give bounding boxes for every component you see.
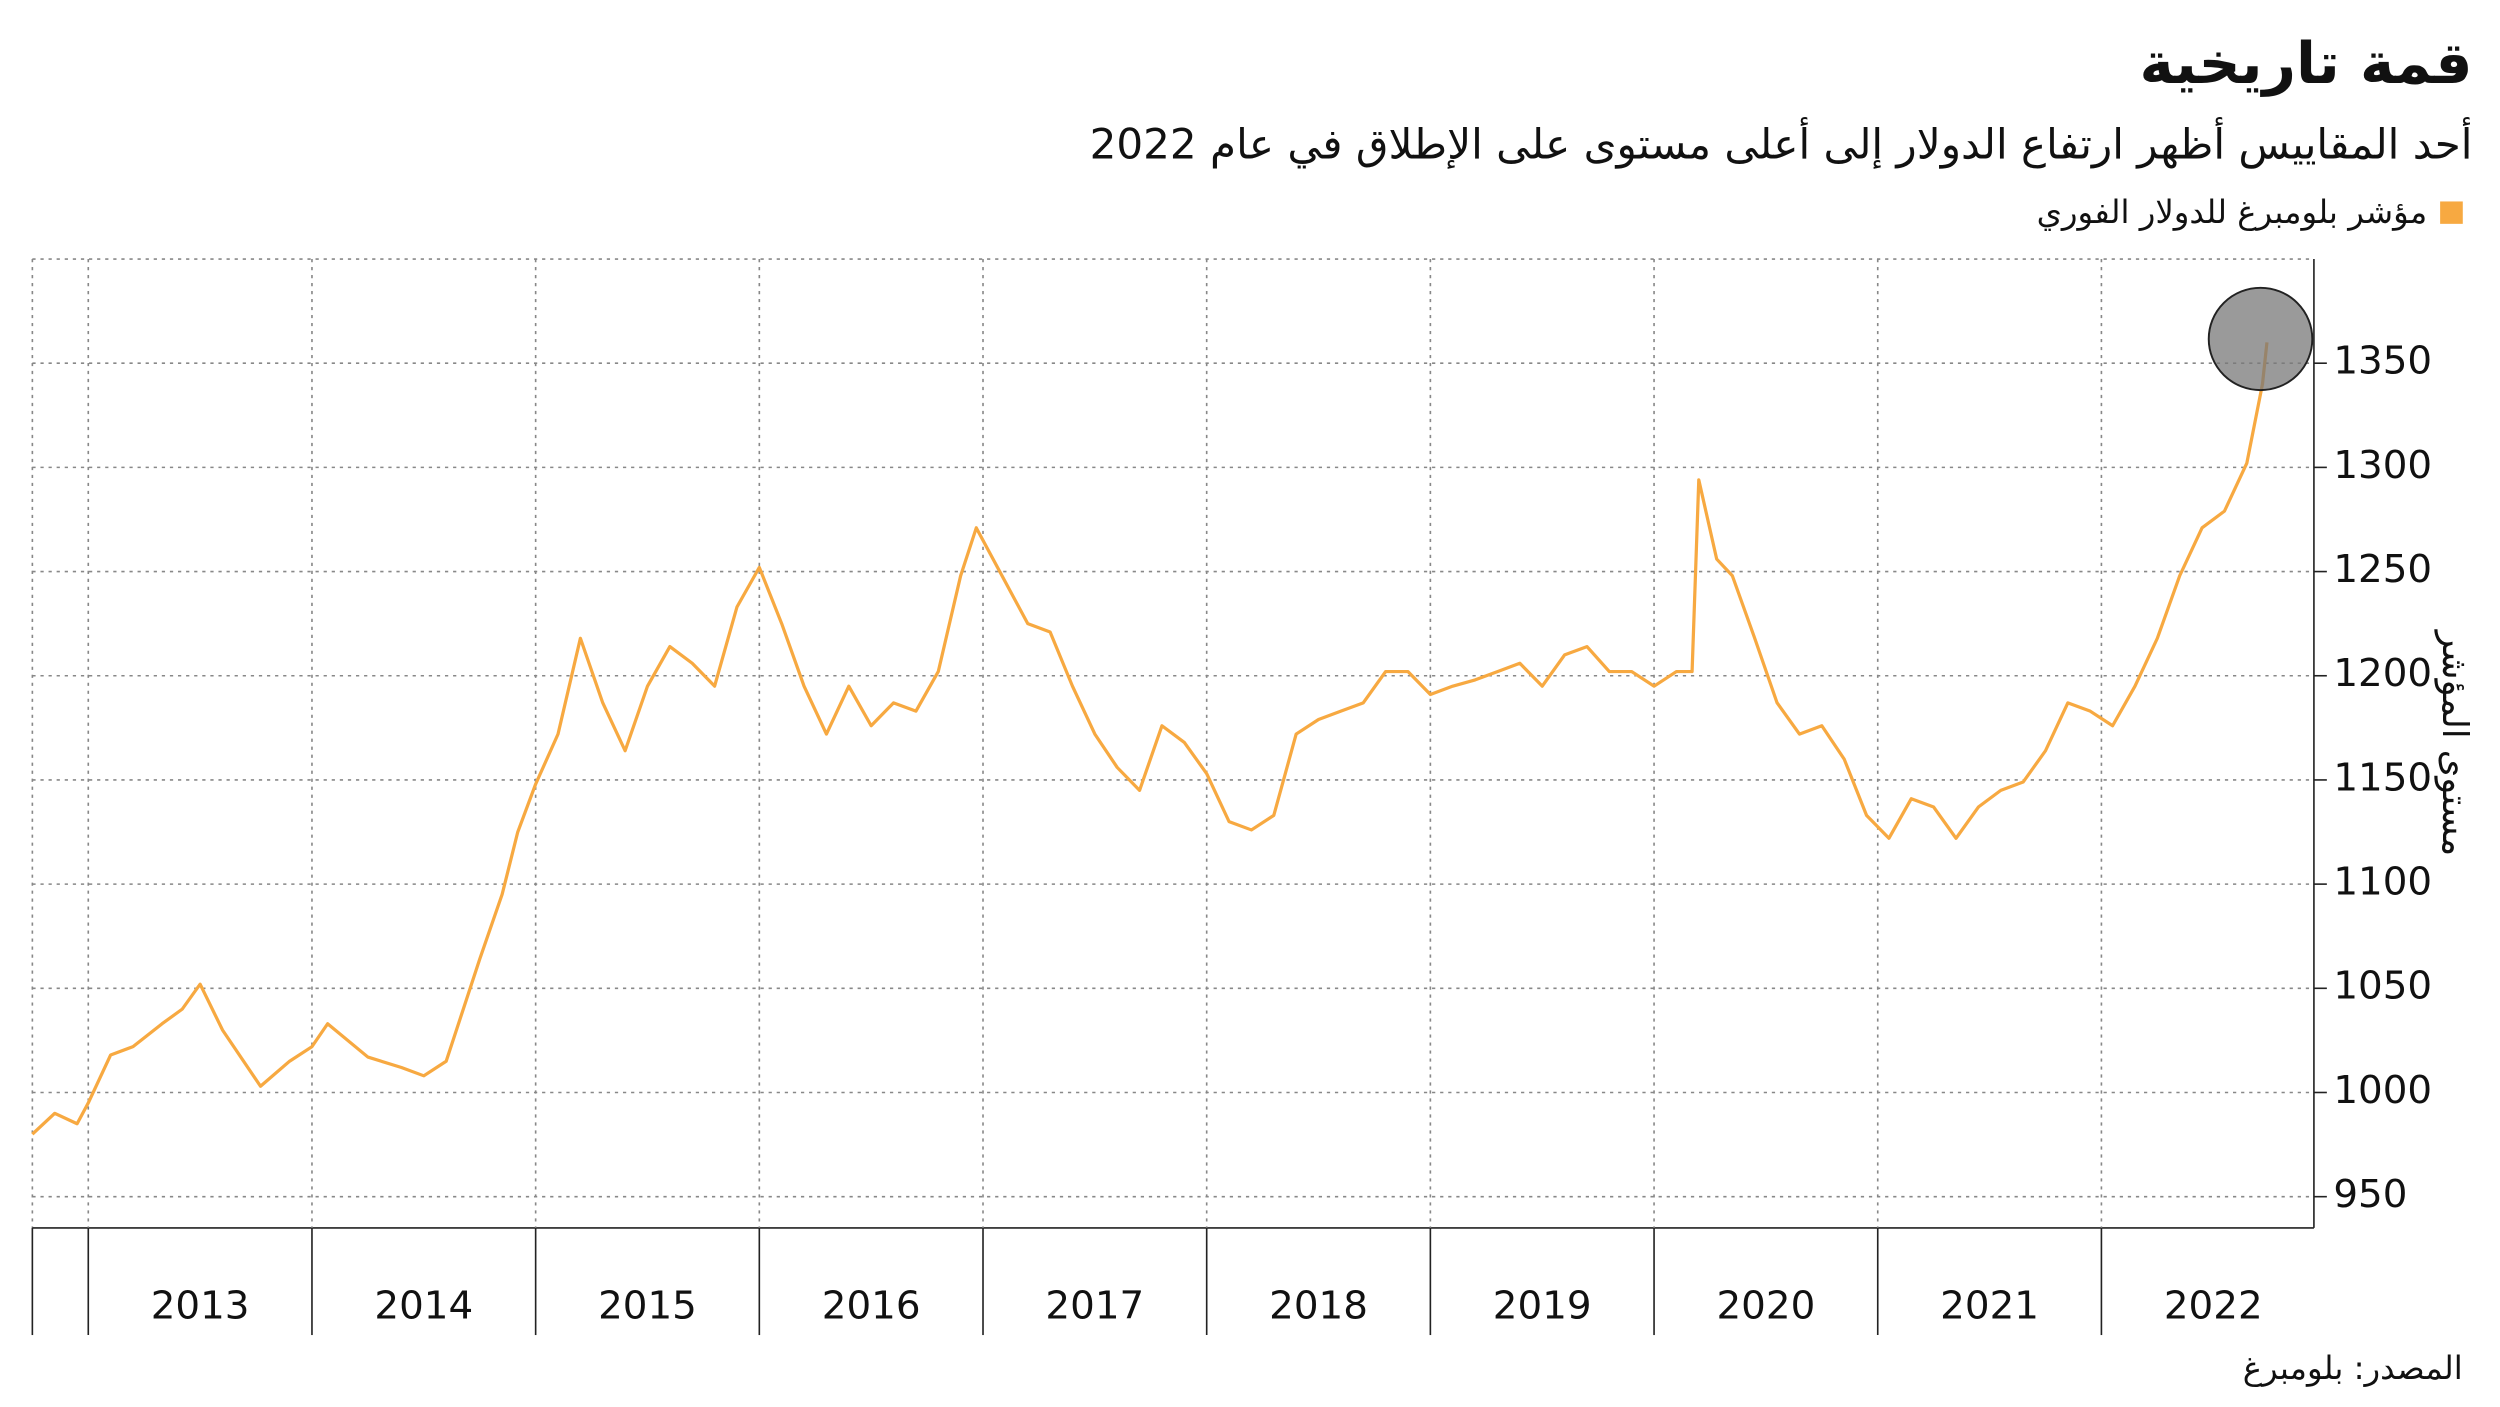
source-note: المصدر: بلومبرغ <box>2243 1349 2463 1387</box>
y-axis-label: مستوى المؤشر <box>2434 629 2475 857</box>
highlight-circle <box>2207 286 2314 392</box>
y-tick-label: 950 <box>2333 1172 2407 1217</box>
x-tick-label: 2017 <box>1045 1284 1144 1329</box>
y-tick-label: 1250 <box>2333 547 2432 592</box>
chart-subtitle: أحد المقاييس أظهر ارتفاع الدولار إلى أعل… <box>1090 117 2473 170</box>
y-tick-label: 1100 <box>2333 860 2432 905</box>
x-tick-label: 2015 <box>598 1284 697 1329</box>
y-tick-label: 1350 <box>2333 339 2432 384</box>
y-tick-label: 1200 <box>2333 651 2432 696</box>
series-line <box>31 342 2269 1136</box>
y-tick-label: 1150 <box>2333 756 2432 801</box>
x-tick-label: 2013 <box>151 1284 250 1329</box>
x-tick-label: 2019 <box>1493 1284 1592 1329</box>
legend-label: مؤشر بلومبرغ للدولار الفوري <box>2037 193 2428 231</box>
x-tick-label: 2022 <box>2164 1284 2263 1329</box>
legend-swatch <box>2440 201 2463 224</box>
x-tick-label: 2018 <box>1269 1284 1368 1329</box>
x-tick-label: 2014 <box>374 1284 473 1329</box>
x-tick-label: 2016 <box>822 1284 921 1329</box>
y-tick-label: 1050 <box>2333 964 2432 1009</box>
y-tick-label: 1000 <box>2333 1068 2432 1113</box>
x-tick-label: 2021 <box>1940 1284 2039 1329</box>
chart-title: قمة تاريخية <box>2140 29 2473 97</box>
x-tick-label: 2020 <box>1716 1284 1815 1329</box>
y-tick-label: 1300 <box>2333 443 2432 488</box>
